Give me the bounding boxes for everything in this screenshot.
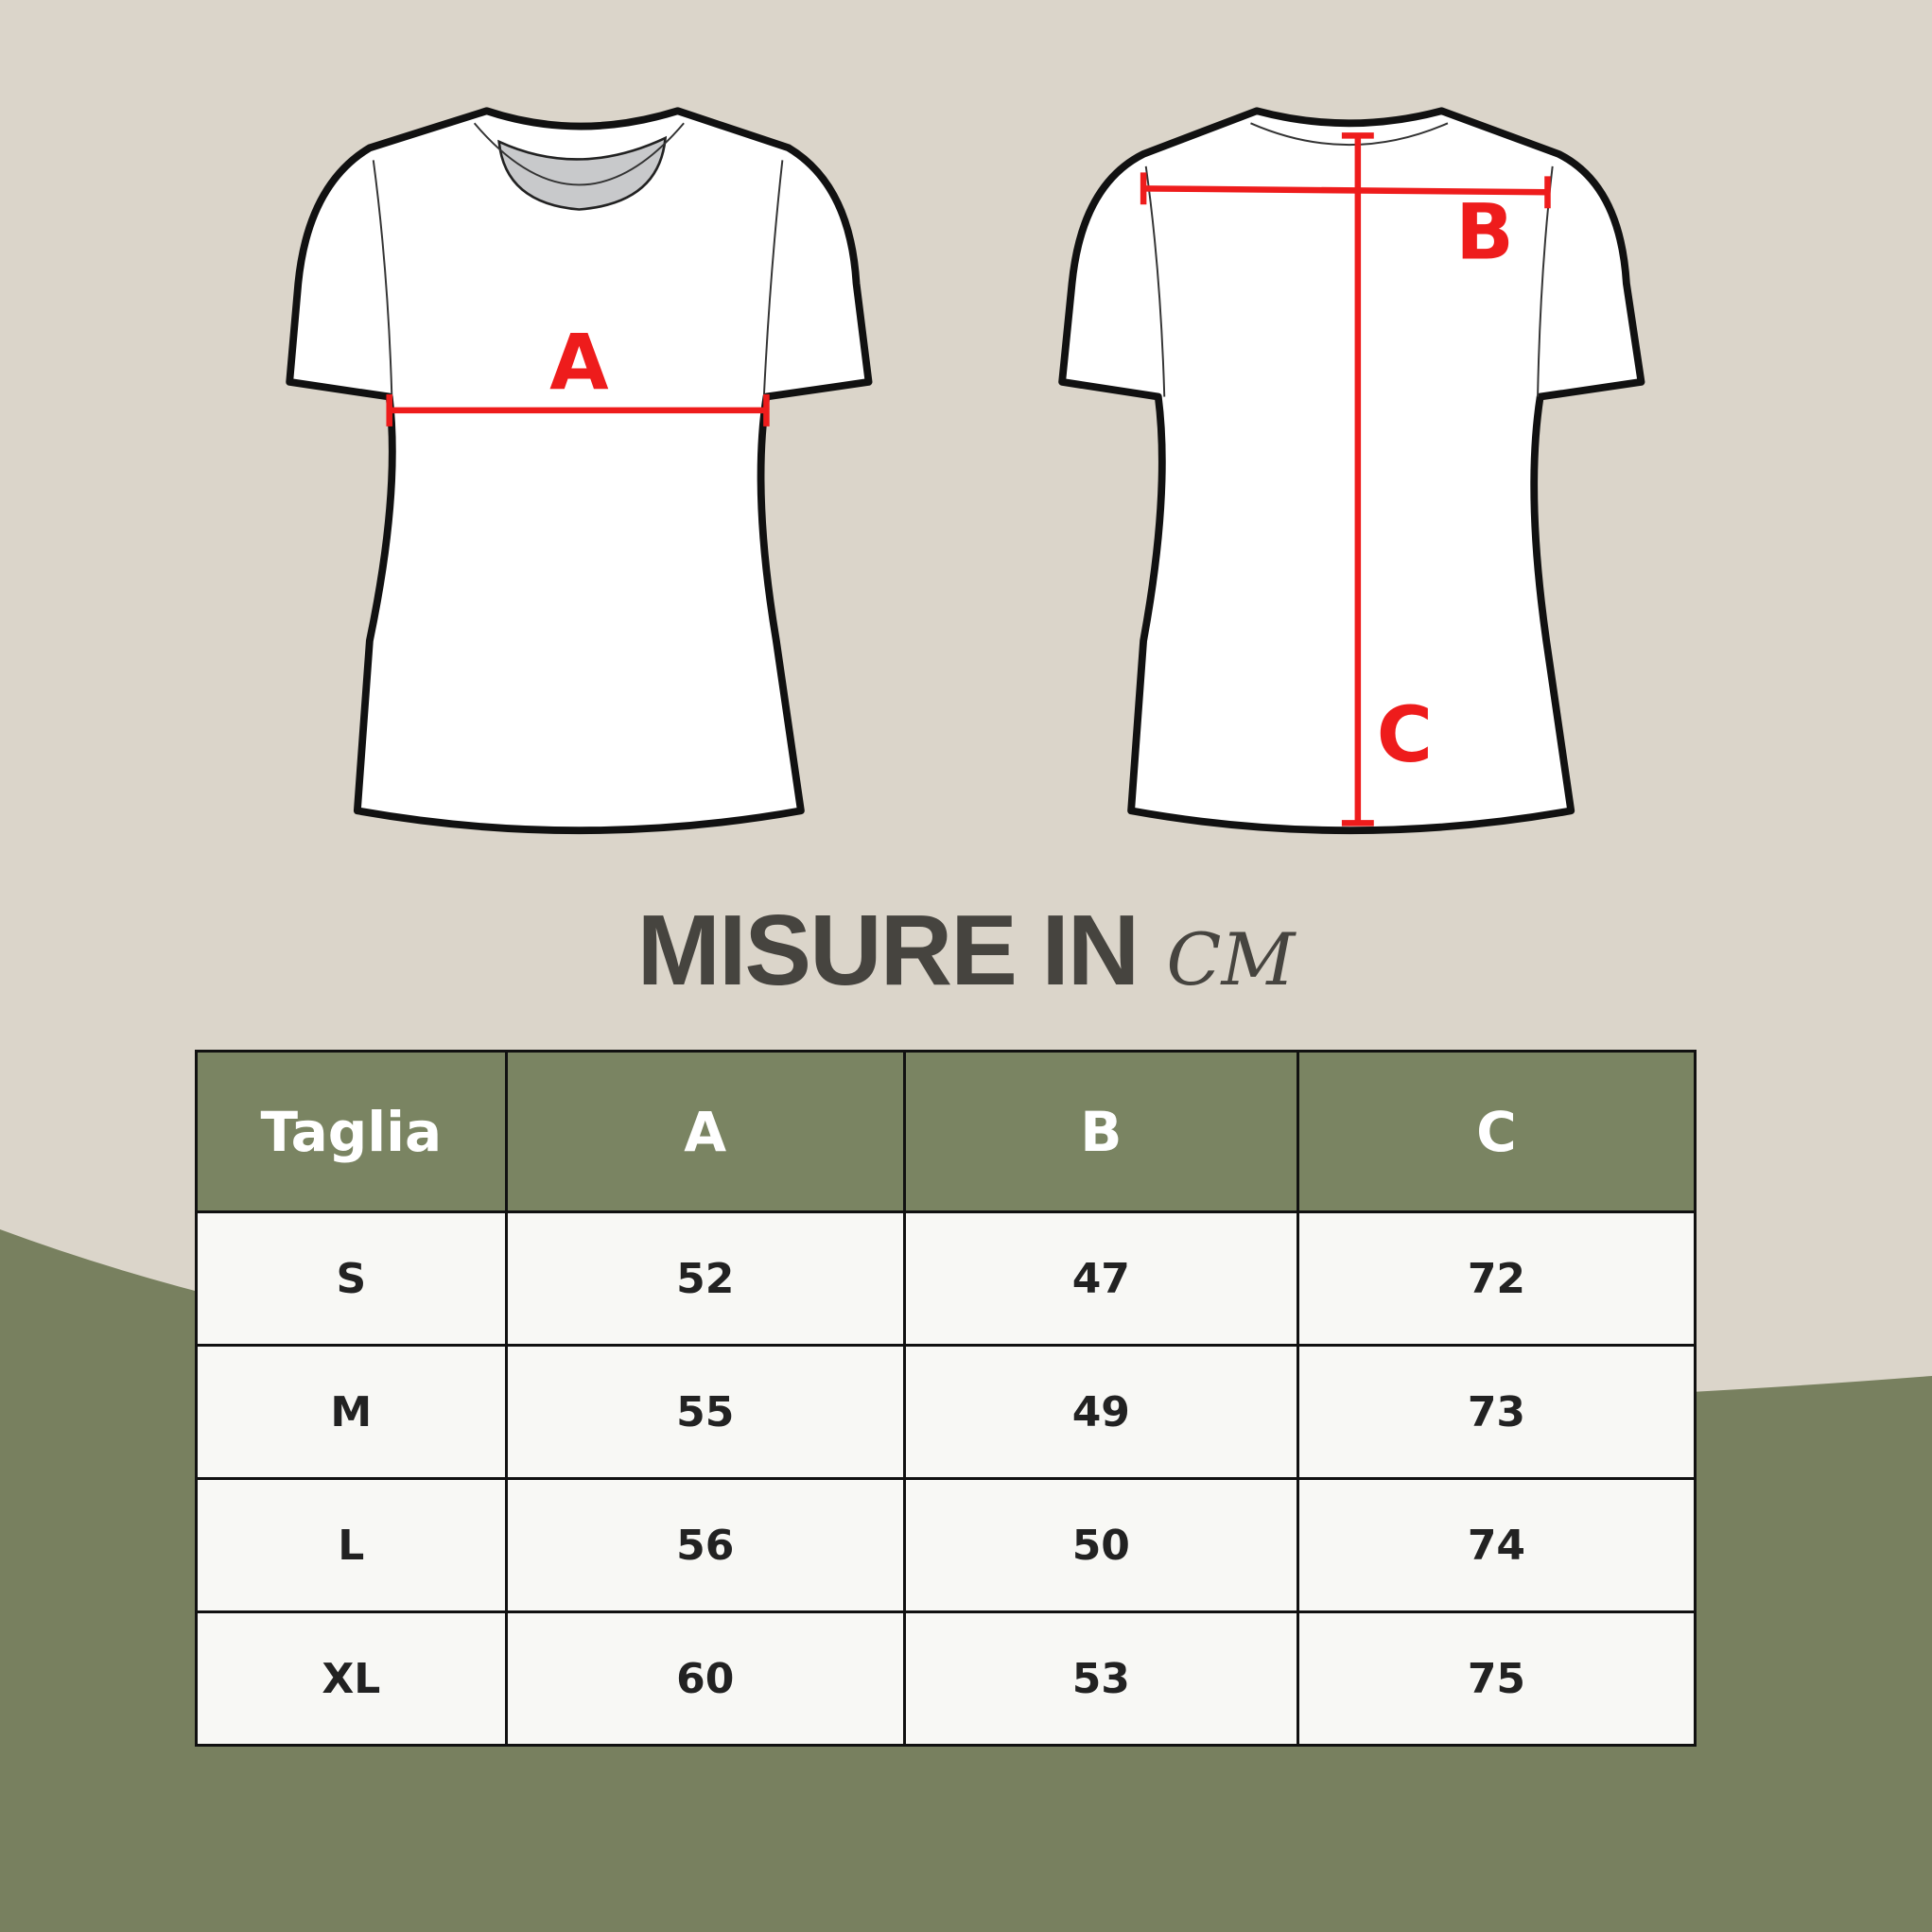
header-a: A — [504, 1050, 906, 1213]
back-tshirt: B C — [1058, 107, 1645, 835]
table-row: S 52 47 72 — [195, 1210, 1697, 1347]
header-b: B — [902, 1050, 1299, 1213]
table-row: L 56 50 74 — [195, 1477, 1697, 1613]
table-row: XL 60 53 75 — [195, 1610, 1697, 1747]
cell-b: 50 — [902, 1477, 1299, 1613]
label-a: A — [549, 320, 609, 409]
cell-a: 60 — [504, 1610, 906, 1747]
size-table: Taglia A B C S 52 47 72 M 55 49 73 L 56 … — [195, 1050, 1697, 1747]
cell-size: XL — [195, 1610, 508, 1747]
cell-a: 55 — [504, 1344, 906, 1480]
cell-size: L — [195, 1477, 508, 1613]
cell-c: 75 — [1296, 1610, 1697, 1747]
cell-a: 52 — [504, 1210, 906, 1347]
page-title: MISURE IN CM — [0, 894, 1932, 1008]
cell-size: M — [195, 1344, 508, 1480]
title-unit: CM — [1166, 917, 1296, 1001]
cell-c: 73 — [1296, 1344, 1697, 1480]
title-main: MISURE IN — [636, 895, 1140, 1006]
table-row: M 55 49 73 — [195, 1344, 1697, 1480]
cell-c: 74 — [1296, 1477, 1697, 1613]
cell-a: 56 — [504, 1477, 906, 1613]
cell-b: 53 — [902, 1610, 1299, 1747]
header-c: C — [1296, 1050, 1697, 1213]
cell-c: 72 — [1296, 1210, 1697, 1347]
header-taglia: Taglia — [195, 1050, 508, 1213]
front-tshirt: A — [286, 107, 873, 835]
cell-b: 49 — [902, 1344, 1299, 1480]
label-b: B — [1455, 189, 1514, 278]
cell-size: S — [195, 1210, 508, 1347]
table-header-row: Taglia A B C — [195, 1050, 1697, 1213]
label-c: C — [1377, 691, 1433, 780]
cell-b: 47 — [902, 1210, 1299, 1347]
